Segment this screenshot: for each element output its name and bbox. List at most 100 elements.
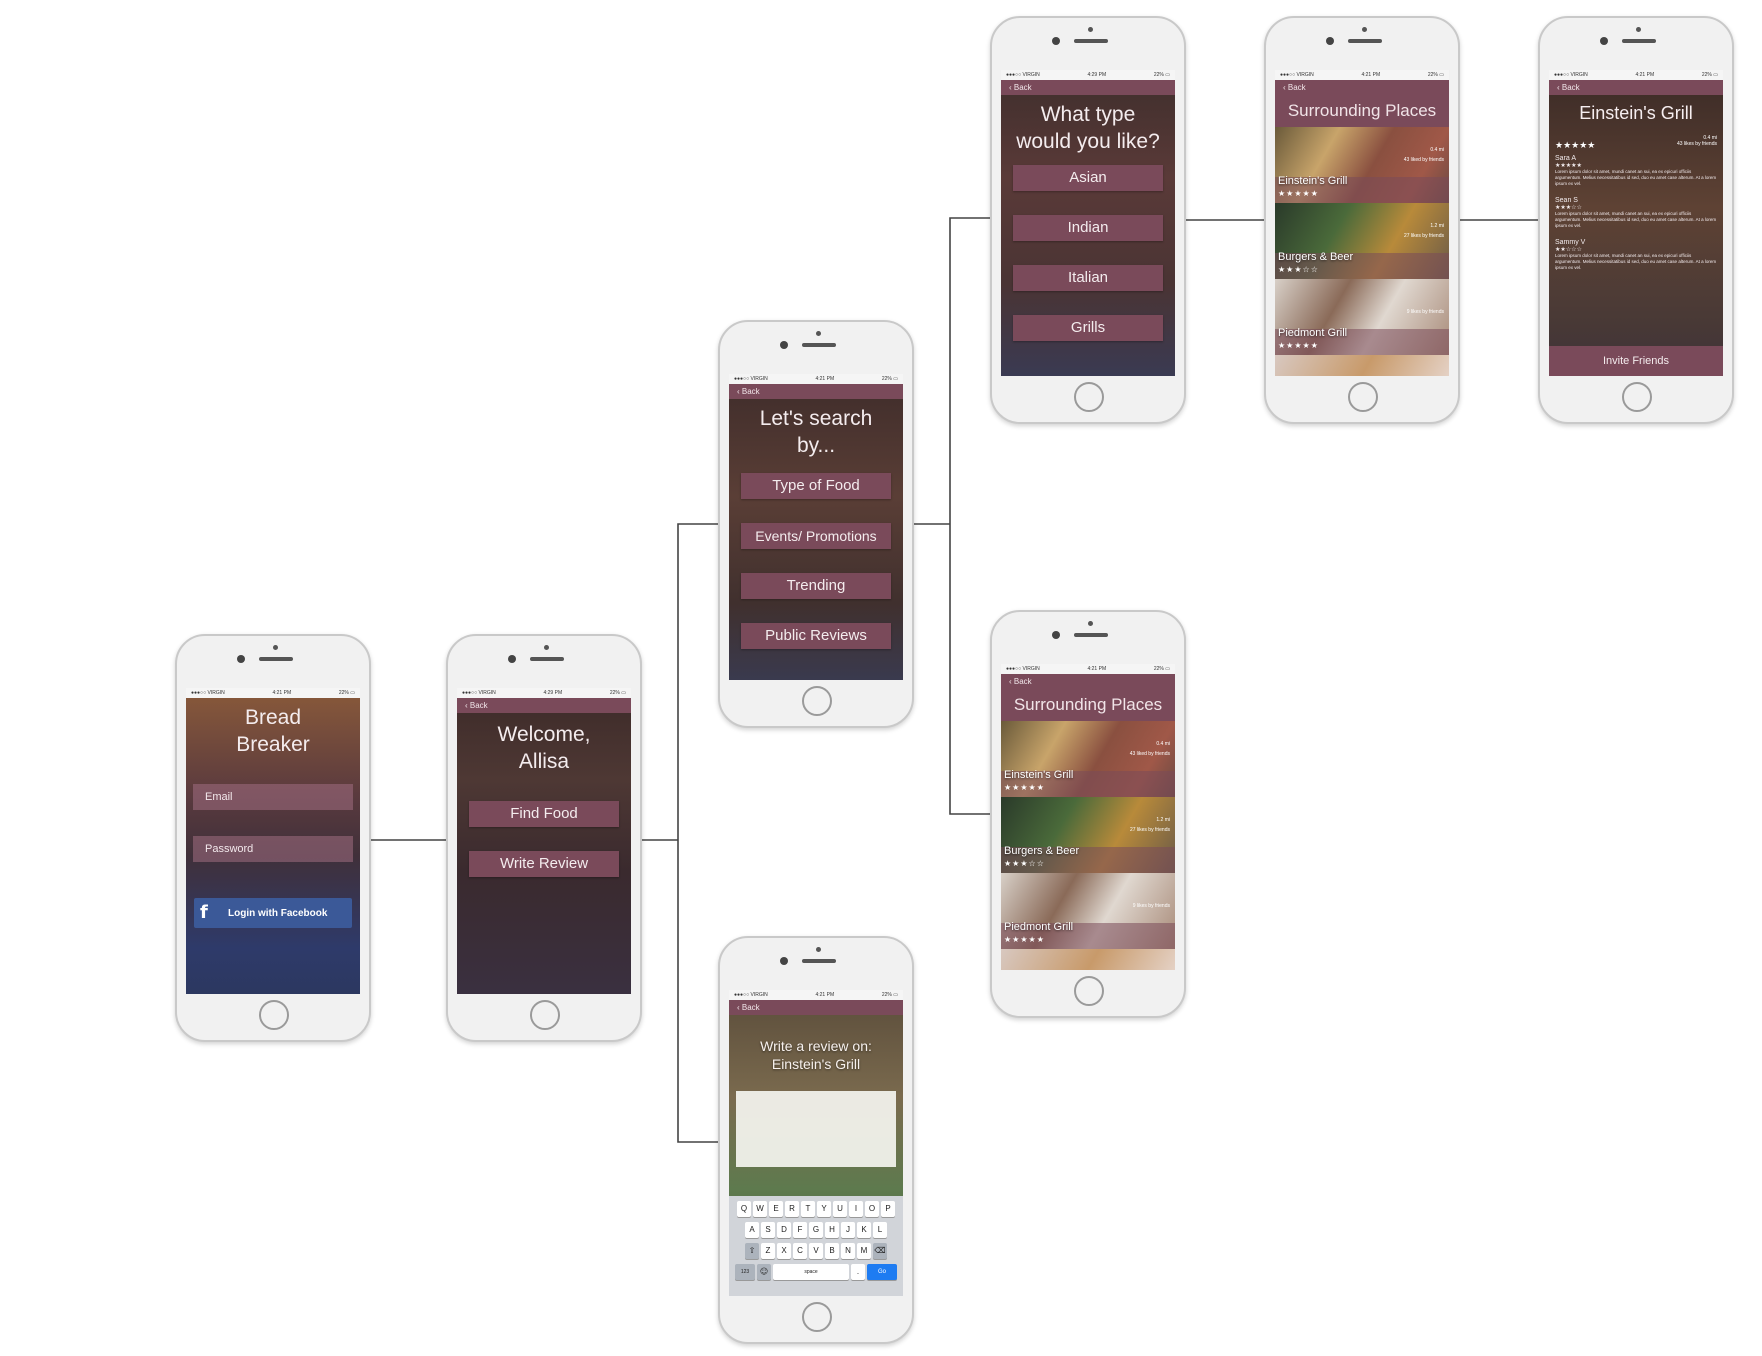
key[interactable]: M bbox=[857, 1243, 871, 1259]
key[interactable]: L bbox=[873, 1222, 887, 1238]
status-bar: ●●●○○ VIRGIN 4:21 PM 22% ▭ bbox=[1001, 664, 1175, 674]
back-button[interactable]: ‹ Back bbox=[1001, 80, 1175, 95]
camera bbox=[508, 655, 516, 663]
key[interactable]: S bbox=[761, 1222, 775, 1238]
speaker bbox=[1622, 39, 1656, 43]
facebook-login-button[interactable]: f Login with Facebook bbox=[194, 898, 352, 928]
time-label: 4:21 PM bbox=[1087, 666, 1107, 672]
place-card-piedmont[interactable]: 9 likes by friends Piedmont Grill ★★★★★ bbox=[1275, 279, 1449, 355]
home-button[interactable] bbox=[1074, 976, 1104, 1006]
key[interactable]: H bbox=[825, 1222, 839, 1238]
place-distance: 0.4 mi bbox=[1430, 147, 1444, 153]
key[interactable]: G bbox=[809, 1222, 823, 1238]
italian-button[interactable]: Italian bbox=[1013, 265, 1163, 291]
grills-button[interactable]: Grills bbox=[1013, 315, 1163, 341]
trending-button[interactable]: Trending bbox=[741, 573, 891, 599]
back-button[interactable]: ‹ Back bbox=[1001, 674, 1175, 689]
place-card-partial[interactable] bbox=[1275, 355, 1449, 376]
key[interactable]: T bbox=[801, 1201, 815, 1217]
key[interactable]: R bbox=[785, 1201, 799, 1217]
period-key[interactable]: . bbox=[851, 1264, 865, 1280]
carrier-label: ●●●○○ VIRGIN bbox=[734, 376, 768, 382]
status-bar: ●●●○○ VIRGIN 4:21 PM 22% ▭ bbox=[1549, 70, 1723, 80]
review-author: Sean S bbox=[1555, 197, 1578, 204]
indian-button[interactable]: Indian bbox=[1013, 215, 1163, 241]
key[interactable]: A bbox=[745, 1222, 759, 1238]
carrier-label: ●●●○○ VIRGIN bbox=[1280, 72, 1314, 78]
back-button[interactable]: ‹ Back bbox=[1549, 80, 1723, 95]
shift-key-icon[interactable]: ⇧ bbox=[745, 1243, 759, 1259]
place-overlay bbox=[1275, 253, 1449, 279]
emoji-key-icon[interactable]: ☺ bbox=[757, 1264, 771, 1280]
battery-label: 22% ▭ bbox=[881, 992, 898, 998]
key[interactable]: C bbox=[793, 1243, 807, 1259]
carrier-label: ●●●○○ VIRGIN bbox=[1554, 72, 1588, 78]
delete-key-icon[interactable]: ⌫ bbox=[873, 1243, 887, 1259]
home-button[interactable] bbox=[1348, 382, 1378, 412]
invite-friends-button[interactable]: Invite Friends bbox=[1549, 346, 1723, 376]
key[interactable]: B bbox=[825, 1243, 839, 1259]
key[interactable]: J bbox=[841, 1222, 855, 1238]
numbers-key[interactable]: 123 bbox=[735, 1264, 755, 1280]
status-bar: ●●●○○ VIRGIN 4:21 PM 22% ▭ bbox=[186, 688, 360, 698]
key[interactable]: W bbox=[753, 1201, 767, 1217]
key[interactable]: Q bbox=[737, 1201, 751, 1217]
review-item: Sammy V ★★☆☆☆ Lorem ipsum dolor sit amet… bbox=[1549, 229, 1723, 271]
space-key[interactable]: space bbox=[773, 1264, 849, 1280]
back-button[interactable]: ‹ Back bbox=[1275, 80, 1449, 95]
food-type-title: What type would you like? bbox=[1001, 95, 1175, 155]
home-button[interactable] bbox=[1074, 382, 1104, 412]
key[interactable]: E bbox=[769, 1201, 783, 1217]
key[interactable]: F bbox=[793, 1222, 807, 1238]
restaurant-meta-row: ★★★★★ 43 likes by friends bbox=[1549, 141, 1723, 151]
key[interactable]: Z bbox=[761, 1243, 775, 1259]
place-overlay bbox=[1001, 771, 1175, 797]
place-card-partial[interactable] bbox=[1001, 949, 1175, 970]
battery-label: 22% ▭ bbox=[1427, 72, 1444, 78]
email-field[interactable]: Email bbox=[193, 784, 353, 810]
place-card-einsteins[interactable]: 0.4 mi 43 liked by friends Einstein's Gr… bbox=[1001, 721, 1175, 797]
review-title-line2: Einstein's Grill bbox=[771, 1056, 861, 1072]
home-button[interactable] bbox=[259, 1000, 289, 1030]
type-of-food-button[interactable]: Type of Food bbox=[741, 473, 891, 499]
key[interactable]: U bbox=[833, 1201, 847, 1217]
back-button[interactable]: ‹ Back bbox=[729, 384, 903, 399]
screen-surrounding-places: ●●●○○ VIRGIN 4:21 PM 22% ▭ ‹ Back Surrou… bbox=[1275, 70, 1449, 376]
public-reviews-button[interactable]: Public Reviews bbox=[741, 623, 891, 649]
home-button[interactable] bbox=[802, 686, 832, 716]
place-card-burgers[interactable]: 1.2 mi 27 likes by friends Burgers & Bee… bbox=[1275, 203, 1449, 279]
key[interactable]: P bbox=[881, 1201, 895, 1217]
key[interactable]: D bbox=[777, 1222, 791, 1238]
key[interactable]: Y bbox=[817, 1201, 831, 1217]
battery-label: 22% ▭ bbox=[881, 376, 898, 382]
key[interactable]: X bbox=[777, 1243, 791, 1259]
asian-button[interactable]: Asian bbox=[1013, 165, 1163, 191]
key[interactable]: I bbox=[849, 1201, 863, 1217]
phone-login: ●●●○○ VIRGIN 4:21 PM 22% ▭ Bread Breaker… bbox=[175, 634, 371, 1042]
key[interactable]: V bbox=[809, 1243, 823, 1259]
review-textarea[interactable] bbox=[736, 1091, 896, 1167]
key[interactable]: N bbox=[841, 1243, 855, 1259]
place-card-piedmont[interactable]: 9 likes by friends Piedmont Grill ★★★★★ bbox=[1001, 873, 1175, 949]
place-distance: 1.2 mi bbox=[1156, 817, 1170, 823]
time-label: 4:29 PM bbox=[1087, 72, 1107, 78]
key[interactable]: K bbox=[857, 1222, 871, 1238]
place-card-burgers[interactable]: 1.2 mi 27 likes by friends Burgers & Bee… bbox=[1001, 797, 1175, 873]
home-button[interactable] bbox=[530, 1000, 560, 1030]
back-button[interactable]: ‹ Back bbox=[729, 1000, 903, 1015]
find-food-button[interactable]: Find Food bbox=[469, 801, 619, 827]
write-review-button[interactable]: Write Review bbox=[469, 851, 619, 877]
battery-label: 22% ▭ bbox=[1153, 666, 1170, 672]
home-button[interactable] bbox=[1622, 382, 1652, 412]
carrier-label: ●●●○○ VIRGIN bbox=[1006, 666, 1040, 672]
screen-restaurant-detail: ●●●○○ VIRGIN 4:21 PM 22% ▭ ‹ Back Einste… bbox=[1549, 70, 1723, 376]
food-type-title-line2: would you like? bbox=[1016, 130, 1160, 153]
key[interactable]: O bbox=[865, 1201, 879, 1217]
password-field[interactable]: Password bbox=[193, 836, 353, 862]
back-button[interactable]: ‹ Back bbox=[457, 698, 631, 713]
home-button[interactable] bbox=[802, 1302, 832, 1332]
events-promotions-button[interactable]: Events/ Promotions bbox=[741, 523, 891, 549]
go-key[interactable]: Go bbox=[867, 1264, 897, 1280]
back-label: Back bbox=[1561, 83, 1580, 92]
place-card-einsteins[interactable]: 0.4 mi 43 liked by friends Einstein's Gr… bbox=[1275, 127, 1449, 203]
